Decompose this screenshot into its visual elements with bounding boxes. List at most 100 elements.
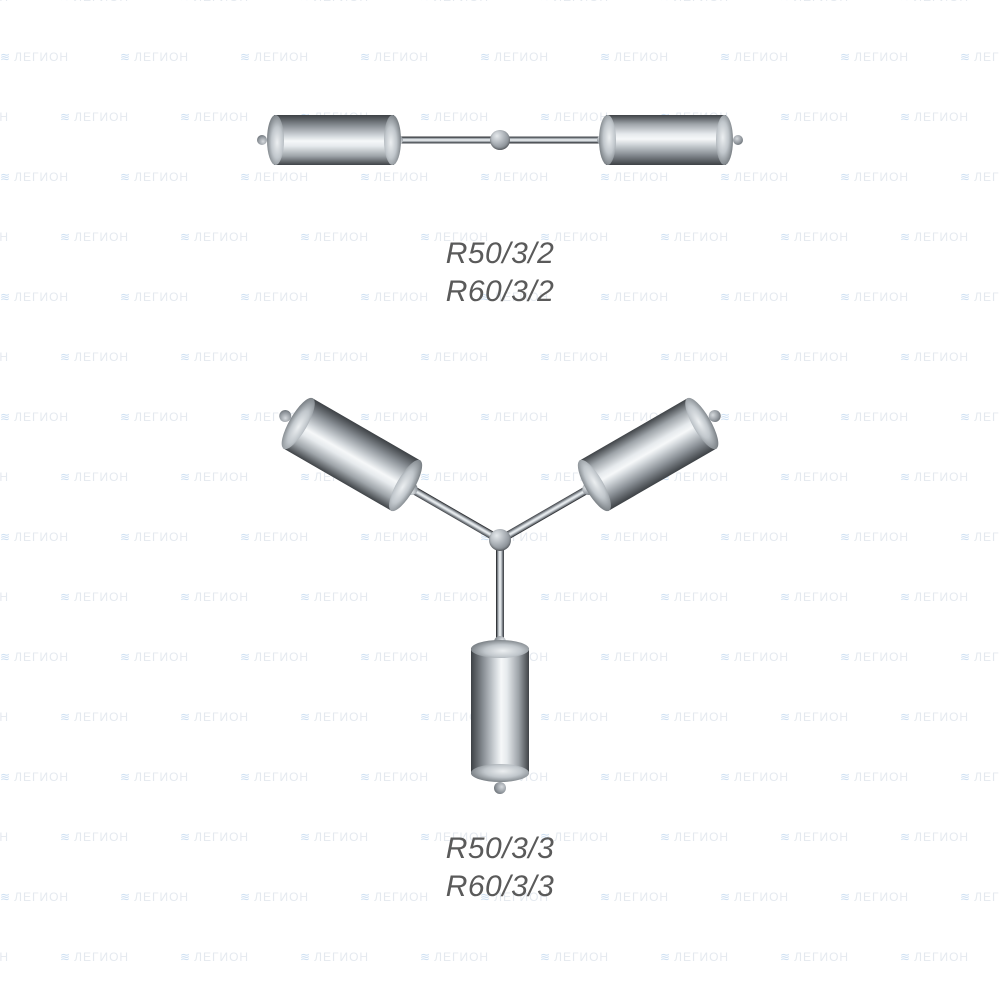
watermark-item: ≋ЛЕГИОН: [540, 710, 609, 724]
watermark-item: ≋ЛЕГИОН: [180, 710, 249, 724]
watermark-item: ≋ЛЕГИОН: [420, 470, 489, 484]
watermark-item: ≋ЛЕГИОН: [180, 470, 249, 484]
watermark-item: ≋ЛЕГИОН: [420, 950, 489, 964]
watermark-item: ≋ЛЕГИОН: [0, 950, 9, 964]
watermark-item: ≋ЛЕГИОН: [0, 170, 69, 184]
watermark-item: ≋ЛЕГИОН: [0, 410, 69, 424]
watermark-item: ≋ЛЕГИОН: [660, 350, 729, 364]
watermark-item: ≋ЛЕГИОН: [480, 410, 549, 424]
watermark-item: ≋ЛЕГИОН: [0, 470, 9, 484]
watermark-item: ≋ЛЕГИОН: [120, 530, 189, 544]
watermark-item: ≋ЛЕГИОН: [300, 0, 369, 4]
watermark-item: ≋ЛЕГИОН: [0, 710, 9, 724]
watermark-item: ≋ЛЕГИОН: [960, 290, 1000, 304]
watermark-item: ≋ЛЕГИОН: [660, 590, 729, 604]
watermark-item: ≋ЛЕГИОН: [300, 350, 369, 364]
watermark-item: ≋ЛЕГИОН: [300, 950, 369, 964]
watermark-item: ≋ЛЕГИОН: [120, 770, 189, 784]
watermark-item: ≋ЛЕГИОН: [240, 890, 309, 904]
watermark-item: ≋ЛЕГИОН: [720, 290, 789, 304]
watermark-item: ≋ЛЕГИОН: [780, 710, 849, 724]
watermark-item: ≋ЛЕГИОН: [780, 950, 849, 964]
watermark-item: ≋ЛЕГИОН: [900, 110, 969, 124]
watermark-item: ≋ЛЕГИОН: [540, 590, 609, 604]
watermark-item: ≋ЛЕГИОН: [420, 590, 489, 604]
watermark-item: ≋ЛЕГИОН: [540, 950, 609, 964]
rod: [500, 137, 602, 144]
watermark-item: ≋ЛЕГИОН: [660, 950, 729, 964]
watermark-item: ≋ЛЕГИОН: [900, 470, 969, 484]
watermark-item: ≋ЛЕГИОН: [0, 230, 9, 244]
watermark-item: ≋ЛЕГИОН: [660, 830, 729, 844]
watermark-item: ≋ЛЕГИОН: [300, 590, 369, 604]
watermark-item: ≋ЛЕГИОН: [540, 350, 609, 364]
watermark-item: ≋ЛЕГИОН: [960, 50, 1000, 64]
cylinder-tip: [733, 135, 743, 145]
watermark-item: ≋ЛЕГИОН: [360, 170, 429, 184]
watermark-item: ≋ЛЕГИОН: [900, 830, 969, 844]
watermark-item: ≋ЛЕГИОН: [180, 350, 249, 364]
watermark-item: ≋ЛЕГИОН: [600, 50, 669, 64]
watermark-item: ≋ЛЕГИОН: [600, 290, 669, 304]
label-r60-3-2: R60/3/2: [446, 273, 555, 311]
watermark-item: ≋ЛЕГИОН: [0, 650, 69, 664]
rod: [496, 540, 504, 642]
watermark-item: ≋ЛЕГИОН: [0, 590, 9, 604]
cylinder-tip: [494, 782, 506, 794]
watermark-item: ≋ЛЕГИОН: [0, 290, 69, 304]
hub-three-arm: [489, 529, 511, 551]
watermark-item: ≋ЛЕГИОН: [0, 350, 9, 364]
watermark-item: ≋ЛЕГИОН: [120, 50, 189, 64]
watermark-item: ≋ЛЕГИОН: [900, 230, 969, 244]
cylinder: [579, 398, 717, 511]
cylinder: [274, 115, 394, 165]
watermark-item: ≋ЛЕГИОН: [360, 770, 429, 784]
cylinder-tip: [257, 135, 267, 145]
watermark-item: ≋ЛЕГИОН: [60, 350, 129, 364]
watermark-item: ≋ЛЕГИОН: [60, 710, 129, 724]
watermark-item: ≋ЛЕГИОН: [720, 890, 789, 904]
watermark-item: ≋ЛЕГИОН: [240, 50, 309, 64]
watermark-item: ≋ЛЕГИОН: [0, 530, 69, 544]
watermark-item: ≋ЛЕГИОН: [960, 530, 1000, 544]
watermark-item: ≋ЛЕГИОН: [0, 830, 9, 844]
watermark-item: ≋ЛЕГИОН: [720, 650, 789, 664]
cylinder: [471, 648, 529, 774]
watermark-item: ≋ЛЕГИОН: [180, 230, 249, 244]
watermark-item: ≋ЛЕГИОН: [720, 50, 789, 64]
watermark-item: ≋ЛЕГИОН: [60, 590, 129, 604]
watermark-item: ≋ЛЕГИОН: [900, 0, 969, 4]
watermark-item: ≋ЛЕГИОН: [180, 110, 249, 124]
label-block-three-arm: R50/3/3 R60/3/3: [446, 830, 555, 905]
label-r50-3-2: R50/3/2: [446, 235, 555, 273]
watermark-item: ≋ЛЕГИОН: [480, 170, 549, 184]
watermark-item: ≋ЛЕГИОН: [60, 0, 129, 4]
watermark-item: ≋ЛЕГИОН: [60, 830, 129, 844]
watermark-item: ≋ЛЕГИОН: [840, 650, 909, 664]
watermark-item: ≋ЛЕГИОН: [900, 350, 969, 364]
watermark-item: ≋ЛЕГИОН: [0, 0, 9, 4]
cylinder: [283, 398, 421, 511]
watermark-item: ≋ЛЕГИОН: [420, 350, 489, 364]
watermark-item: ≋ЛЕГИОН: [840, 410, 909, 424]
watermark-item: ≋ЛЕГИОН: [780, 830, 849, 844]
label-r60-3-3: R60/3/3: [446, 868, 555, 906]
watermark-item: ≋ЛЕГИОН: [840, 770, 909, 784]
watermark-item: ≋ЛЕГИОН: [180, 590, 249, 604]
watermark-item: ≋ЛЕГИОН: [600, 770, 669, 784]
watermark-item: ≋ЛЕГИОН: [480, 50, 549, 64]
rod: [498, 486, 590, 544]
watermark-item: ≋ЛЕГИОН: [840, 50, 909, 64]
watermark-item: ≋ЛЕГИОН: [180, 0, 249, 4]
watermark-item: ≋ЛЕГИОН: [900, 950, 969, 964]
label-block-two-arm: R50/3/2 R60/3/2: [446, 235, 555, 310]
watermark-item: ≋ЛЕГИОН: [900, 710, 969, 724]
watermark-item: ≋ЛЕГИОН: [840, 290, 909, 304]
watermark-item: ≋ЛЕГИОН: [720, 530, 789, 544]
watermark-item: ≋ЛЕГИОН: [660, 0, 729, 4]
watermark-item: ≋ЛЕГИОН: [240, 770, 309, 784]
watermark-item: ≋ЛЕГИОН: [660, 230, 729, 244]
watermark-item: ≋ЛЕГИОН: [780, 230, 849, 244]
watermark-item: ≋ЛЕГИОН: [960, 650, 1000, 664]
watermark-item: ≋ЛЕГИОН: [360, 50, 429, 64]
